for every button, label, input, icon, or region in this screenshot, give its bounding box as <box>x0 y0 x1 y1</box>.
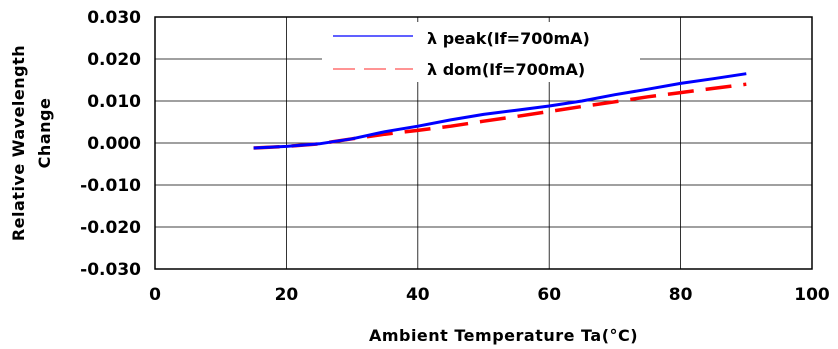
y-axis-label-line2: Change <box>35 98 54 169</box>
y-tick-label: -0.030 <box>80 260 141 280</box>
y-tick-label: 0.010 <box>87 92 141 112</box>
legend-label-peak: λ peak(If=700mA) <box>427 29 590 48</box>
y-tick-label: 0.000 <box>87 134 141 154</box>
y-tick-label: 0.030 <box>87 8 141 28</box>
legend-label-dom: λ dom(If=700mA) <box>427 60 585 79</box>
y-tick-label: 0.020 <box>87 50 141 70</box>
x-tick-label: 40 <box>406 285 430 305</box>
x-tick-label: 100 <box>794 285 830 305</box>
plot-frame <box>154 16 813 270</box>
x-tick-labels: 0 20 40 60 80 100 <box>149 285 830 305</box>
x-tick-label: 20 <box>275 285 299 305</box>
y-axis-label-line1: Relative Wavelength <box>9 45 28 241</box>
series-line-0 <box>253 72 747 150</box>
x-tick-label: 60 <box>537 285 561 305</box>
x-tick-label: 0 <box>149 285 161 305</box>
series-line-1 <box>253 82 747 150</box>
y-tick-label: -0.010 <box>80 176 141 196</box>
x-tick-label: 80 <box>669 285 693 305</box>
x-axis-label: Ambient Temperature Ta(°C) <box>369 326 638 345</box>
legend-background <box>322 22 640 82</box>
legend: λ peak(If=700mA) λ dom(If=700mA) <box>322 22 640 82</box>
y-tick-labels: 0.030 0.020 0.010 0.000 -0.010 -0.020 -0.030 <box>80 8 141 280</box>
series <box>253 72 747 150</box>
y-tick-label: -0.020 <box>80 218 141 238</box>
